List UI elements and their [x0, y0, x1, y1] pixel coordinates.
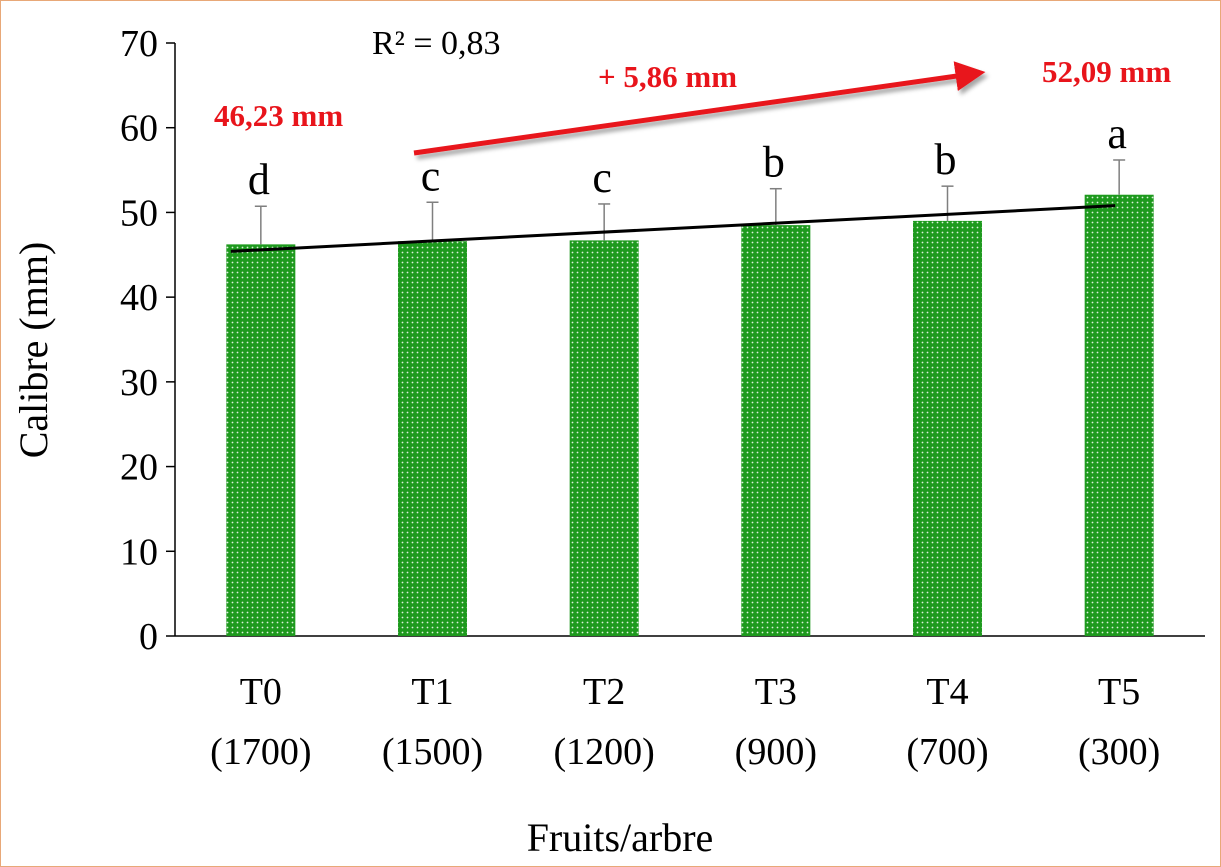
x-tick-label: T3: [755, 671, 797, 713]
significance-letter: b: [935, 135, 957, 184]
increase-arrow: [413, 61, 986, 156]
significance-letter: c: [421, 151, 441, 200]
x-tick-sublabel: (1200): [554, 731, 655, 773]
y-tick-label: 10: [120, 531, 158, 573]
bar: [226, 244, 296, 637]
x-tick-sublabel: (700): [906, 731, 988, 773]
bar: [913, 220, 982, 636]
increase-annotation: + 5,86 mm: [598, 59, 737, 94]
bar: [741, 225, 811, 636]
y-tick-label: 70: [120, 23, 158, 65]
y-axis: 0 10 20 30 40 50 60 70: [120, 23, 176, 658]
y-tick-label: 30: [120, 362, 158, 404]
bar: [1084, 194, 1154, 637]
start-value-annotation: 46,23 mm: [214, 98, 343, 133]
x-tick-sublabel: (900): [735, 731, 817, 773]
significance-letter: b: [763, 138, 785, 187]
x-tick-label: T2: [583, 671, 625, 713]
bar: [569, 240, 639, 637]
y-axis-label: Calibre (mm): [11, 242, 56, 459]
r-squared-label: R² = 0,83: [372, 25, 501, 62]
y-tick-label: 20: [120, 447, 158, 489]
x-tick-label: T1: [411, 671, 453, 713]
bar: [398, 241, 467, 636]
x-tick-sublabel: (1500): [382, 731, 483, 773]
x-tick-label: T5: [1098, 671, 1140, 713]
y-tick-label: 60: [120, 108, 158, 150]
y-tick-label: 50: [120, 192, 158, 234]
x-tick-label: T0: [240, 671, 282, 713]
x-tick-sublabel: (300): [1078, 731, 1160, 773]
significance-letter: a: [1107, 109, 1127, 158]
y-tick-label: 0: [139, 616, 158, 658]
significance-letter: d: [248, 155, 270, 204]
y-tick-label: 40: [120, 277, 158, 319]
trendline: [230, 204, 1116, 253]
x-tick-sublabel: (1700): [210, 731, 311, 773]
x-tick-label: T4: [926, 671, 968, 713]
significance-letter: c: [592, 153, 612, 202]
end-value-annotation: 52,09 mm: [1042, 54, 1171, 89]
x-axis-label: Fruits/arbre: [527, 815, 714, 860]
